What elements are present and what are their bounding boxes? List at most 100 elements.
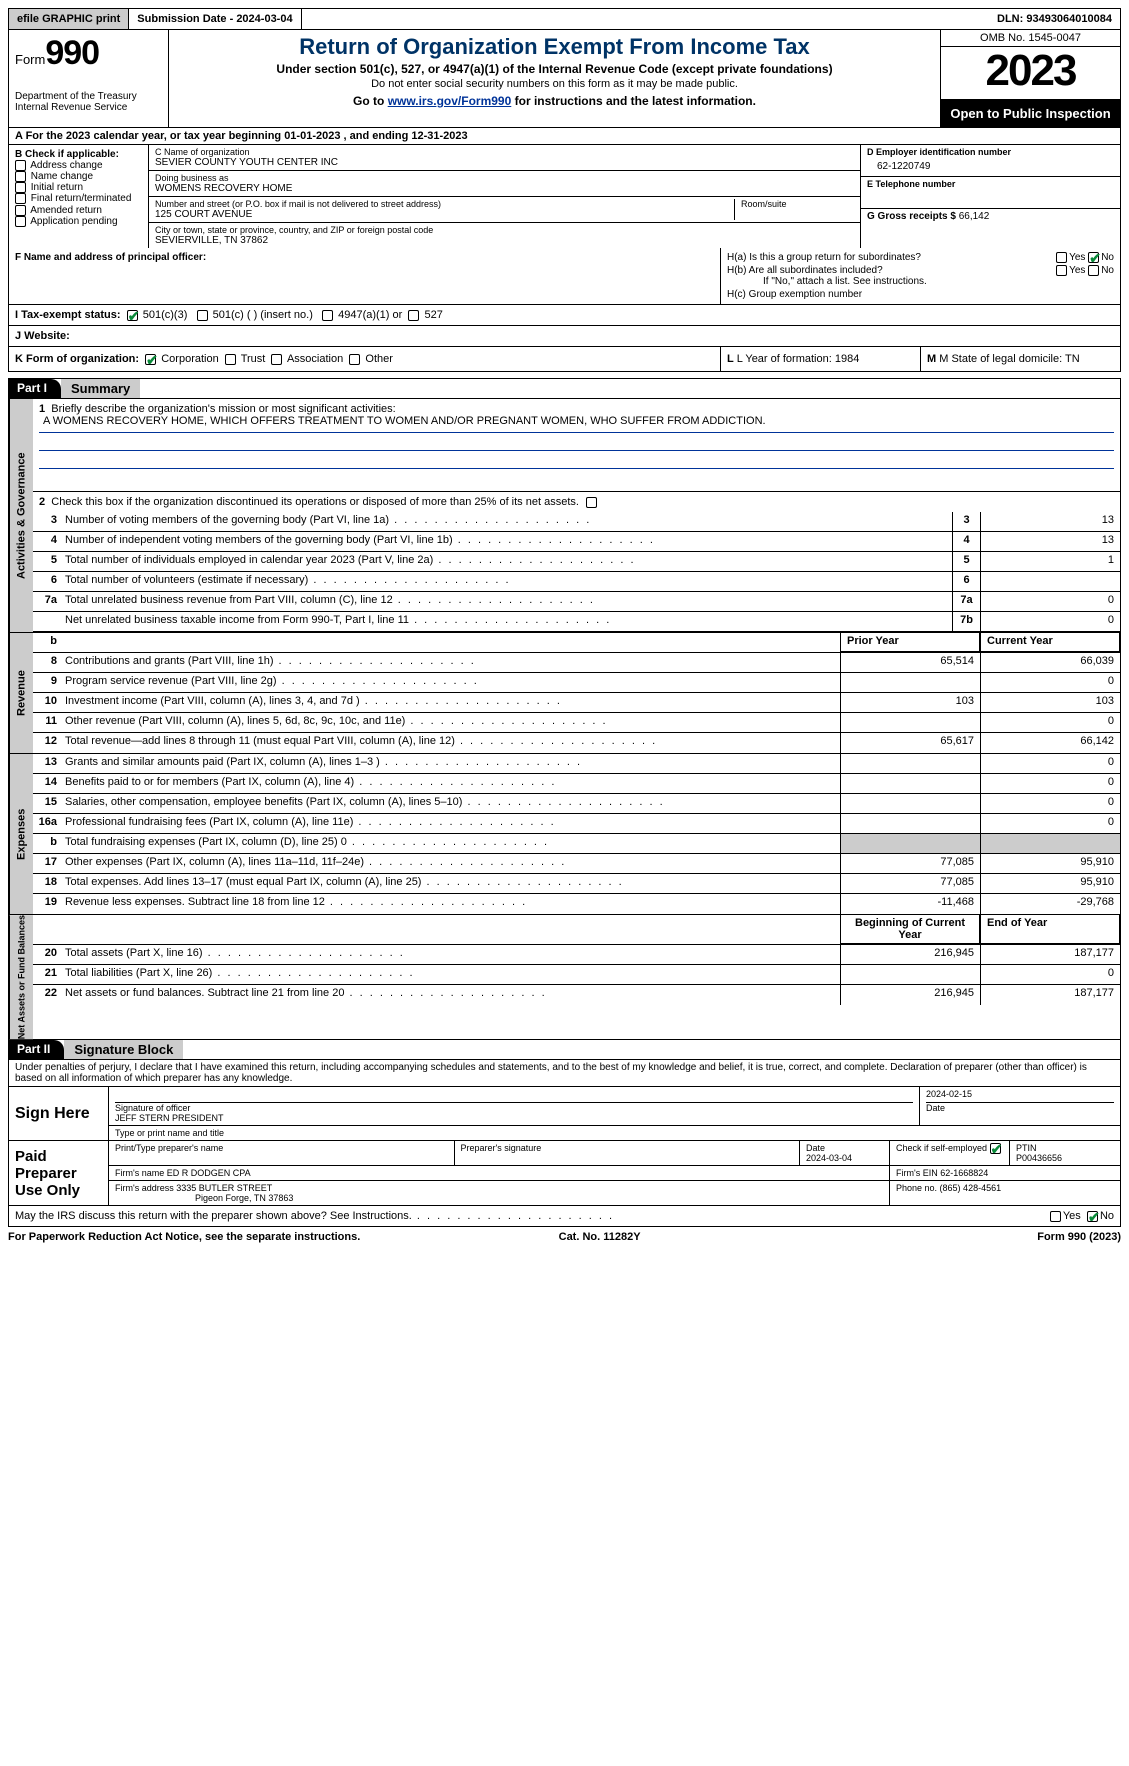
checkbox-527[interactable] xyxy=(408,310,419,321)
table-row: bTotal fundraising expenses (Part IX, co… xyxy=(33,834,1120,854)
vtab-revenue: Revenue xyxy=(9,633,33,753)
open-to-public: Open to Public Inspection xyxy=(941,100,1120,127)
table-row: 8Contributions and grants (Part VIII, li… xyxy=(33,653,1120,673)
table-row: 5Total number of individuals employed in… xyxy=(33,552,1120,572)
table-row: 22Net assets or fund balances. Subtract … xyxy=(33,985,1120,1005)
col-beginning-year: Beginning of Current Year xyxy=(840,915,980,944)
table-row: 7aTotal unrelated business revenue from … xyxy=(33,592,1120,612)
page-footer: For Paperwork Reduction Act Notice, see … xyxy=(8,1227,1121,1247)
checkbox-initial-return[interactable] xyxy=(15,182,26,193)
mission-text: A WOMENS RECOVERY HOME, WHICH OFFERS TRE… xyxy=(39,415,1114,433)
part2-header: Part II Signature Block xyxy=(8,1040,1121,1060)
ptin-value: P00436656 xyxy=(1016,1153,1062,1163)
efile-print-button[interactable]: efile GRAPHIC print xyxy=(9,9,129,29)
part1-header: Part I Summary xyxy=(8,378,1121,399)
table-row: 21Total liabilities (Part X, line 26)0 xyxy=(33,965,1120,985)
box-h-group: H(a) Is this a group return for subordin… xyxy=(720,248,1120,304)
table-row: 12Total revenue—add lines 8 through 11 (… xyxy=(33,733,1120,753)
omb-number: OMB No. 1545-0047 xyxy=(941,30,1120,47)
col-end-year: End of Year xyxy=(980,915,1120,944)
checkbox-address-change[interactable] xyxy=(15,160,26,171)
ssn-note: Do not enter social security numbers on … xyxy=(175,78,934,90)
table-row: 6Total number of volunteers (estimate if… xyxy=(33,572,1120,592)
irs-link[interactable]: www.irs.gov/Form990 xyxy=(388,94,512,108)
firm-phone: (865) 428-4561 xyxy=(940,1183,1002,1193)
part1-governance: Activities & Governance 1 Briefly descri… xyxy=(8,399,1121,633)
tax-year: 2023 xyxy=(941,47,1120,100)
col-prior-year: Prior Year xyxy=(840,633,980,652)
table-row: 9Program service revenue (Part VIII, lin… xyxy=(33,673,1120,693)
checkbox-ha-yes[interactable] xyxy=(1056,252,1067,263)
checkbox-ha-no[interactable] xyxy=(1088,252,1099,263)
checkbox-corporation[interactable] xyxy=(145,354,156,365)
table-row: 20Total assets (Part X, line 16)216,9451… xyxy=(33,945,1120,965)
box-c-org-info: C Name of organization SEVIER COUNTY YOU… xyxy=(149,145,860,248)
firm-name: ED R DODGEN CPA xyxy=(167,1168,251,1178)
checkbox-501c[interactable] xyxy=(197,310,208,321)
checkbox-irs-no[interactable] xyxy=(1087,1211,1098,1222)
vtab-net-assets: Net Assets or Fund Balances xyxy=(9,915,33,1039)
row-a-tax-year: A For the 2023 calendar year, or tax yea… xyxy=(8,128,1121,145)
row-j-website: J Website: xyxy=(8,326,1121,347)
checkbox-application-pending[interactable] xyxy=(15,216,26,227)
table-row: 16aProfessional fundraising fees (Part I… xyxy=(33,814,1120,834)
city-state-zip: SEVIERVILLE, TN 37862 xyxy=(155,235,854,246)
ein-value: 62-1220749 xyxy=(867,157,1114,172)
checkbox-self-employed[interactable] xyxy=(990,1143,1001,1154)
prep-date: 2024-03-04 xyxy=(806,1153,852,1163)
gross-receipts: 66,142 xyxy=(959,211,990,222)
checkbox-irs-yes[interactable] xyxy=(1050,1211,1061,1222)
dln-number: DLN: 93493064010084 xyxy=(989,11,1120,27)
org-name: SEVIER COUNTY YOUTH CENTER INC xyxy=(155,157,854,168)
box-d-ein: D Employer identification number 62-1220… xyxy=(860,145,1120,248)
form-subtitle: Under section 501(c), 527, or 4947(a)(1)… xyxy=(175,62,934,76)
section-bcd: B Check if applicable: Address change Na… xyxy=(8,145,1121,248)
col-current-year: Current Year xyxy=(980,633,1120,652)
box-b-check-applicable: B Check if applicable: Address change Na… xyxy=(9,145,149,248)
row-k-l-m: K Form of organization: Corporation Trus… xyxy=(8,347,1121,372)
officer-signature: JEFF STERN PRESIDENT xyxy=(115,1113,913,1123)
vtab-governance: Activities & Governance xyxy=(9,399,33,632)
box-f-officer: F Name and address of principal officer: xyxy=(9,248,720,304)
sig-date: 2024-02-15 xyxy=(926,1089,1114,1103)
table-row: 10Investment income (Part VIII, column (… xyxy=(33,693,1120,713)
may-irs-discuss: May the IRS discuss this return with the… xyxy=(8,1206,1121,1227)
checkbox-hb-no[interactable] xyxy=(1088,265,1099,276)
table-row: 3Number of voting members of the governi… xyxy=(33,512,1120,532)
checkbox-name-change[interactable] xyxy=(15,171,26,182)
checkbox-line2[interactable] xyxy=(586,497,597,508)
firm-address-2: Pigeon Forge, TN 37863 xyxy=(115,1193,293,1203)
table-row: 15Salaries, other compensation, employee… xyxy=(33,794,1120,814)
form-number: Form990 xyxy=(15,34,162,73)
firm-address-1: 3335 BUTLER STREET xyxy=(176,1183,272,1193)
checkbox-trust[interactable] xyxy=(225,354,236,365)
table-row: 11Other revenue (Part VIII, column (A), … xyxy=(33,713,1120,733)
dba-name: WOMENS RECOVERY HOME xyxy=(155,183,854,194)
checkbox-4947[interactable] xyxy=(322,310,333,321)
table-row: 17Other expenses (Part IX, column (A), l… xyxy=(33,854,1120,874)
checkbox-other[interactable] xyxy=(349,354,360,365)
checkbox-association[interactable] xyxy=(271,354,282,365)
table-row: 13Grants and similar amounts paid (Part … xyxy=(33,754,1120,774)
checkbox-hb-yes[interactable] xyxy=(1056,265,1067,276)
form-header: Form990 Department of the Treasury Inter… xyxy=(8,30,1121,128)
row-f-h: F Name and address of principal officer:… xyxy=(8,248,1121,305)
part1-expenses: Expenses 13Grants and similar amounts pa… xyxy=(8,754,1121,915)
part1-net-assets: Net Assets or Fund Balances Beginning of… xyxy=(8,915,1121,1040)
checkbox-501c3[interactable] xyxy=(127,310,138,321)
part1-revenue: Revenue b Prior Year Current Year 8Contr… xyxy=(8,633,1121,754)
paid-preparer-label: Paid Preparer Use Only xyxy=(9,1141,109,1205)
street-address: 125 COURT AVENUE xyxy=(155,209,734,220)
checkbox-amended-return[interactable] xyxy=(15,205,26,216)
state-domicile: M M State of legal domicile: TN xyxy=(920,347,1120,371)
firm-ein: 62-1668824 xyxy=(940,1168,988,1178)
goto-link-row: Go to www.irs.gov/Form990 for instructio… xyxy=(175,94,934,108)
checkbox-final-return[interactable] xyxy=(15,193,26,204)
table-row: Net unrelated business taxable income fr… xyxy=(33,612,1120,632)
department-label: Department of the Treasury Internal Reve… xyxy=(15,91,162,113)
table-row: 4Number of independent voting members of… xyxy=(33,532,1120,552)
year-of-formation: L L Year of formation: 1984 xyxy=(720,347,920,371)
sign-here-label: Sign Here xyxy=(9,1087,109,1140)
table-row: 14Benefits paid to or for members (Part … xyxy=(33,774,1120,794)
table-row: 18Total expenses. Add lines 13–17 (must … xyxy=(33,874,1120,894)
